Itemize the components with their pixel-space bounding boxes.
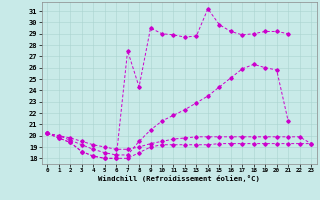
X-axis label: Windchill (Refroidissement éolien,°C): Windchill (Refroidissement éolien,°C) (98, 175, 260, 182)
